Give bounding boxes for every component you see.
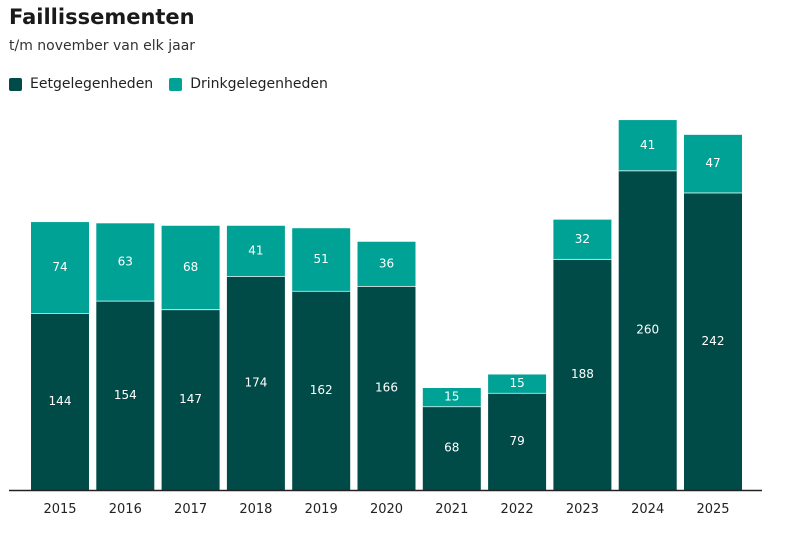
data-label: 41 bbox=[640, 138, 655, 152]
data-label: 174 bbox=[244, 376, 267, 390]
bar-drinkgelegenheden-2022 bbox=[488, 374, 547, 393]
bar-drinkgelegenheden-2024 bbox=[618, 120, 677, 171]
bar-eetgelegenheden-2018 bbox=[226, 276, 285, 490]
x-tick-label: 2016 bbox=[109, 502, 142, 517]
bar-drinkgelegenheden-2023 bbox=[553, 219, 612, 259]
data-label: 15 bbox=[444, 390, 459, 404]
bar-drinkgelegenheden-2025 bbox=[684, 134, 742, 193]
data-label: 51 bbox=[314, 252, 329, 266]
legend: Eetgelegenheden Drinkgelegenheden bbox=[9, 76, 328, 92]
bar-eetgelegenheden-2020 bbox=[357, 285, 416, 490]
legend-item-drinkgelegenheden: Drinkgelegenheden bbox=[169, 76, 328, 92]
bar-eetgelegenheden-2024 bbox=[618, 170, 677, 490]
bar-eetgelegenheden-2017 bbox=[161, 309, 220, 490]
bar-drinkgelegenheden-2019 bbox=[292, 228, 351, 291]
legend-label: Eetgelegenheden bbox=[30, 76, 154, 92]
legend-item-eetgelegenheden: Eetgelegenheden bbox=[9, 76, 153, 92]
bar-eetgelegenheden-2015 bbox=[31, 313, 89, 490]
x-tick-label: 2017 bbox=[174, 502, 207, 517]
data-label: 15 bbox=[509, 376, 524, 390]
x-tick-label: 2021 bbox=[435, 502, 468, 517]
legend-swatch bbox=[9, 77, 22, 91]
bar-eetgelegenheden-2023 bbox=[553, 258, 612, 490]
data-label: 68 bbox=[183, 260, 198, 274]
data-label: 36 bbox=[379, 256, 394, 270]
chart-title: Faillissementen bbox=[9, 5, 195, 29]
bar-drinkgelegenheden-2020 bbox=[357, 241, 416, 286]
data-label: 47 bbox=[705, 156, 720, 170]
data-label: 154 bbox=[114, 388, 137, 402]
x-tick-label: 2019 bbox=[305, 502, 338, 517]
bar-eetgelegenheden-2016 bbox=[96, 300, 155, 490]
x-tick-label: 2015 bbox=[43, 502, 76, 517]
data-label: 166 bbox=[375, 380, 398, 394]
bar-eetgelegenheden-2019 bbox=[292, 290, 351, 490]
x-tick-label: 2025 bbox=[696, 502, 729, 517]
x-tick-label: 2022 bbox=[501, 502, 534, 517]
legend-swatch bbox=[169, 77, 183, 91]
data-label: 79 bbox=[509, 434, 524, 448]
x-tick-label: 2020 bbox=[370, 502, 403, 517]
data-label: 260 bbox=[636, 323, 659, 337]
bar-eetgelegenheden-2022 bbox=[488, 392, 547, 490]
data-label: 32 bbox=[575, 232, 590, 246]
data-label: 41 bbox=[248, 243, 263, 257]
bar-drinkgelegenheden-2017 bbox=[161, 225, 220, 310]
data-label: 162 bbox=[310, 383, 333, 397]
bar-eetgelegenheden-2021 bbox=[422, 406, 481, 490]
data-label: 242 bbox=[702, 334, 725, 348]
data-label: 147 bbox=[179, 392, 202, 406]
data-label: 144 bbox=[49, 394, 72, 408]
data-label: 188 bbox=[571, 367, 594, 381]
bar-drinkgelegenheden-2016 bbox=[96, 223, 155, 301]
x-tick-label: 2018 bbox=[239, 502, 272, 517]
x-tick-label: 2024 bbox=[631, 502, 664, 517]
chart-subtitle: t/m november van elk jaar bbox=[9, 38, 196, 54]
bar-drinkgelegenheden-2021 bbox=[422, 387, 481, 407]
data-label: 68 bbox=[444, 441, 459, 455]
data-label: 63 bbox=[118, 255, 133, 269]
bar-drinkgelegenheden-2015 bbox=[31, 222, 89, 314]
data-label: 74 bbox=[52, 260, 67, 274]
bar-drinkgelegenheden-2018 bbox=[226, 225, 285, 277]
x-tick-label: 2023 bbox=[566, 502, 599, 517]
legend-label: Drinkgelegenheden bbox=[190, 76, 328, 92]
bar-eetgelegenheden-2025 bbox=[684, 192, 742, 490]
